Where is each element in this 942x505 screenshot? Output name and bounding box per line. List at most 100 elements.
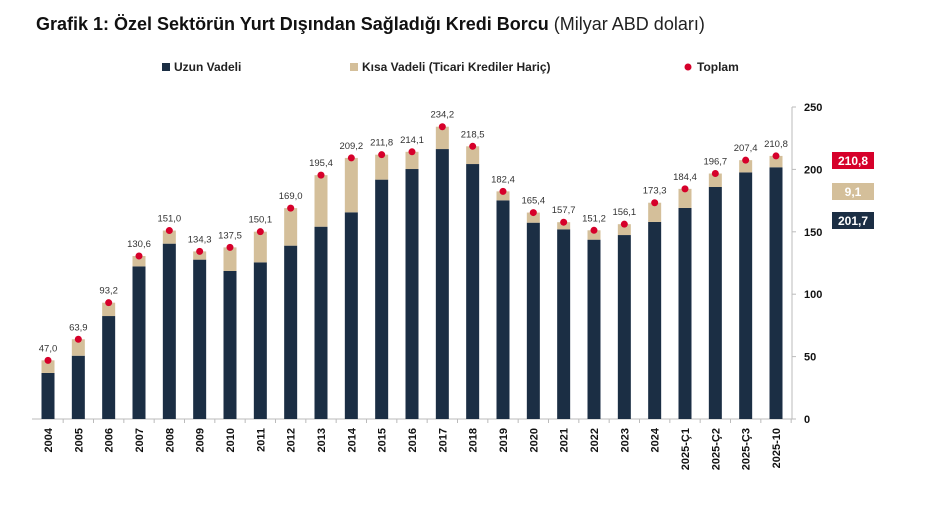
bar-short-term — [496, 191, 510, 201]
bar-short-term — [71, 339, 85, 356]
latest-value-badge-label: 201,7 — [838, 214, 868, 228]
total-point — [408, 148, 416, 156]
bar-long-term — [132, 266, 146, 419]
bar-long-term — [223, 270, 237, 419]
total-point — [651, 199, 659, 207]
bar-long-term — [678, 207, 692, 419]
total-data-label: 151,0 — [157, 214, 181, 225]
bar-long-term — [557, 229, 571, 419]
bar-long-term — [253, 262, 267, 419]
x-tick-label: 2014 — [346, 427, 358, 452]
bar-long-term — [496, 200, 510, 419]
total-point — [105, 299, 113, 307]
latest-value-badge-label: 210,8 — [838, 154, 868, 168]
bar-short-term — [739, 160, 753, 173]
bar-long-term — [102, 316, 116, 419]
total-point — [196, 247, 204, 255]
y-tick-label: 50 — [804, 352, 816, 364]
x-tick-label: 2018 — [468, 428, 480, 452]
y-tick-label: 0 — [804, 414, 810, 426]
total-data-label: 234,2 — [430, 110, 454, 121]
total-data-label: 156,1 — [612, 207, 636, 218]
total-data-label: 182,4 — [491, 174, 515, 185]
bar-long-term — [71, 355, 85, 419]
x-tick-label: 2013 — [316, 428, 328, 452]
bar-long-term — [648, 221, 662, 419]
total-point — [226, 243, 234, 251]
bar-long-term — [375, 179, 389, 419]
x-tick-label: 2011 — [255, 428, 267, 452]
total-data-label: 195,4 — [309, 158, 333, 169]
bar-long-term — [739, 172, 753, 419]
x-tick-label: 2008 — [164, 428, 176, 452]
y-tick-label: 250 — [804, 102, 822, 114]
total-data-label: 165,4 — [521, 196, 545, 207]
x-tick-label: 2007 — [134, 428, 146, 452]
legend-label-short-term: Kısa Vadeli (Ticari Krediler Hariç) — [362, 60, 551, 74]
bar-short-term — [253, 231, 267, 263]
chart-title-text: Grafik 1: Özel Sektörün Yurt Dışından Sa… — [36, 14, 549, 34]
total-point — [711, 170, 719, 178]
total-point — [742, 156, 750, 164]
total-data-label: 151,2 — [582, 213, 606, 224]
bar-short-term — [466, 146, 480, 165]
total-data-label: 134,3 — [188, 234, 212, 245]
legend-label-total: Toplam — [697, 60, 739, 74]
total-point — [529, 209, 537, 217]
bar-long-term — [162, 243, 176, 419]
y-tick-label: 200 — [804, 164, 822, 176]
bar-long-term — [314, 226, 328, 419]
chart-subtitle: (Milyar ABD doları) — [553, 14, 705, 34]
total-point — [44, 356, 52, 364]
total-data-label: 184,4 — [673, 172, 697, 183]
bar-short-term — [526, 212, 540, 223]
total-data-label: 214,1 — [400, 135, 424, 146]
bar-long-term — [193, 259, 207, 419]
bar-long-term — [617, 235, 631, 419]
bar-short-term — [41, 360, 55, 373]
total-data-label: 210,8 — [764, 139, 788, 150]
x-tick-label: 2006 — [104, 428, 116, 452]
bar-short-term — [587, 230, 601, 240]
bar-long-term — [344, 212, 358, 419]
x-tick-label: 2015 — [377, 428, 389, 452]
y-tick-label: 100 — [804, 289, 822, 301]
x-tick-label: 2004 — [43, 427, 55, 452]
total-data-label: 130,6 — [127, 239, 151, 250]
total-data-label: 137,5 — [218, 230, 242, 241]
total-point — [74, 335, 82, 343]
x-tick-label: 2017 — [437, 428, 449, 452]
total-point — [287, 204, 295, 212]
bar-short-term — [375, 154, 389, 180]
x-tick-label: 2010 — [225, 428, 237, 452]
bar-short-term — [102, 302, 116, 317]
total-point — [165, 227, 173, 235]
x-tick-label: 2024 — [650, 427, 662, 452]
total-data-label: 157,7 — [552, 205, 576, 216]
legend-label-long-term: Uzun Vadeli — [174, 60, 241, 74]
bar-short-term — [314, 175, 328, 227]
total-data-label: 63,9 — [69, 322, 88, 333]
bar-short-term — [132, 256, 146, 267]
bar-long-term — [708, 186, 722, 419]
bar-long-term — [769, 167, 783, 419]
bar-short-term — [284, 208, 298, 246]
bar-long-term — [466, 164, 480, 419]
bar-short-term — [769, 155, 783, 168]
total-point — [317, 171, 325, 179]
bar-long-term — [41, 372, 55, 419]
legend: Uzun Vadeli Kısa Vadeli (Ticari Krediler… — [162, 60, 739, 74]
x-tick-label: 2016 — [407, 428, 419, 452]
total-data-label: 47,0 — [39, 343, 58, 354]
bar-short-term — [344, 157, 358, 213]
total-point — [438, 123, 446, 131]
chart-title: Grafik 1: Özel Sektörün Yurt Dışından Sa… — [36, 14, 705, 35]
total-point — [620, 220, 628, 228]
latest-value-badge-label: 9,1 — [845, 185, 862, 199]
total-data-label: 211,8 — [370, 138, 393, 149]
bar-short-term — [648, 202, 662, 222]
latest-value-badge — [832, 212, 874, 229]
bar-short-term — [435, 126, 449, 150]
bar-long-term — [587, 239, 601, 419]
